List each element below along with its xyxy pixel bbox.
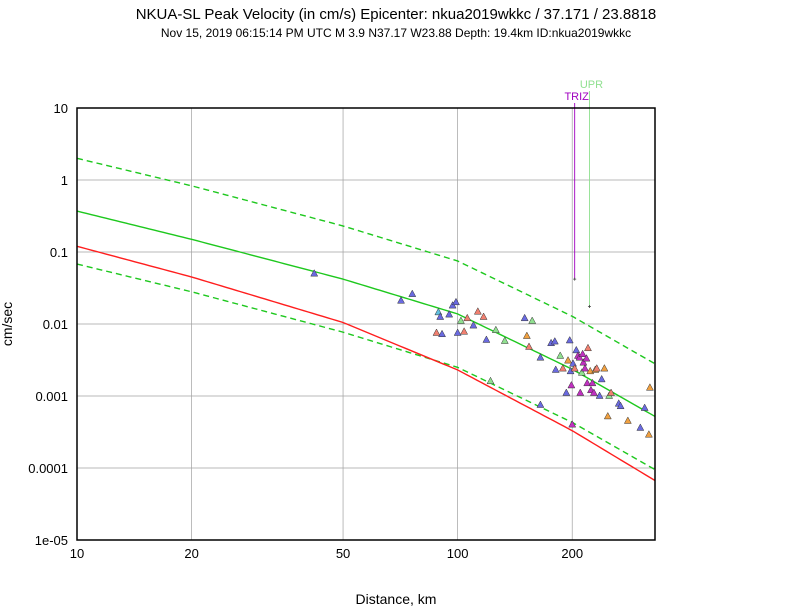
plot-frame <box>76 107 656 541</box>
x-axis-label: Distance, km <box>356 591 437 607</box>
data-point <box>556 351 565 359</box>
grid-lines <box>76 107 655 541</box>
x-tick-label: 200 <box>561 546 583 561</box>
y-axis-ticks: 10 1 0.1 0.01 0.001 0.0001 1e-05 <box>28 101 68 548</box>
data-point <box>583 378 592 387</box>
data-point <box>408 289 417 297</box>
y-tick-label: 0.01 <box>43 317 68 332</box>
data-point <box>582 354 591 362</box>
data-point <box>452 297 460 306</box>
data-point <box>640 403 649 411</box>
y-tick-label: 1 <box>61 173 68 188</box>
data-point <box>436 312 445 320</box>
data-point <box>550 337 559 345</box>
data-point <box>397 296 405 304</box>
station-label: UPR <box>580 79 603 91</box>
data-point <box>565 335 574 344</box>
data-point <box>579 358 588 366</box>
data-point <box>479 312 488 320</box>
data-point <box>520 313 529 322</box>
data-point <box>564 356 572 364</box>
station-label: TRIZ <box>564 91 589 103</box>
data-point <box>445 310 454 318</box>
data-point <box>486 376 495 385</box>
y-tick-label: 10 <box>54 101 68 116</box>
data-point <box>589 388 598 396</box>
x-tick-label: 20 <box>184 546 198 561</box>
curve-upper <box>76 157 656 365</box>
data-point <box>588 378 597 387</box>
x-tick-label: 100 <box>447 546 469 561</box>
data-point <box>636 423 645 431</box>
data-point <box>473 307 482 315</box>
data-point <box>581 364 589 372</box>
data-point <box>592 364 601 372</box>
data-point <box>536 400 545 408</box>
data-points <box>310 269 654 438</box>
data-point <box>595 391 604 399</box>
x-tick-label: 50 <box>336 546 350 561</box>
curve-reference <box>76 245 656 482</box>
data-point <box>460 327 469 335</box>
x-axis-ticks: 10 20 50 100 200 <box>70 546 583 561</box>
data-point <box>572 345 581 354</box>
data-point <box>551 365 560 373</box>
data-point <box>562 388 571 396</box>
data-point <box>438 329 446 338</box>
x-tick-label: 10 <box>70 546 84 561</box>
data-point <box>568 420 577 428</box>
data-point <box>310 269 319 277</box>
data-point <box>567 380 576 389</box>
y-tick-label: 1e-05 <box>35 533 68 548</box>
data-point <box>597 374 606 383</box>
data-point <box>616 401 625 410</box>
curve-mean <box>76 210 656 418</box>
data-point <box>577 368 586 376</box>
data-point <box>558 364 567 372</box>
data-point <box>570 364 579 372</box>
data-point <box>432 328 441 336</box>
station-marker <box>573 277 577 281</box>
data-point <box>584 343 592 352</box>
data-point <box>645 383 654 391</box>
y-tick-label: 0.001 <box>35 389 68 404</box>
data-point <box>500 336 509 344</box>
data-point <box>528 316 537 324</box>
data-point <box>453 328 462 336</box>
chart-subtitle: Nov 15, 2019 06:15:14 PM UTC M 3.9 N37.1… <box>161 26 631 40</box>
data-point <box>482 335 491 343</box>
chart-title: NKUA-SL Peak Velocity (in cm/s) Epicente… <box>136 6 657 23</box>
data-point <box>578 349 587 358</box>
data-point <box>522 331 531 339</box>
data-point <box>469 321 478 329</box>
station-marker <box>587 305 591 309</box>
data-point <box>603 411 612 420</box>
data-point <box>456 316 465 324</box>
data-point <box>536 353 545 361</box>
data-point <box>600 364 609 372</box>
data-point <box>491 325 500 333</box>
data-point <box>623 416 632 424</box>
y-tick-label: 0.1 <box>50 245 68 260</box>
y-axis-label: cm/sec <box>0 302 15 346</box>
model-curves <box>76 157 656 482</box>
data-point <box>644 430 653 438</box>
data-point <box>607 388 615 396</box>
data-point <box>576 388 585 396</box>
data-point <box>463 313 472 322</box>
data-point <box>525 342 533 350</box>
y-tick-label: 0.0001 <box>28 461 68 476</box>
